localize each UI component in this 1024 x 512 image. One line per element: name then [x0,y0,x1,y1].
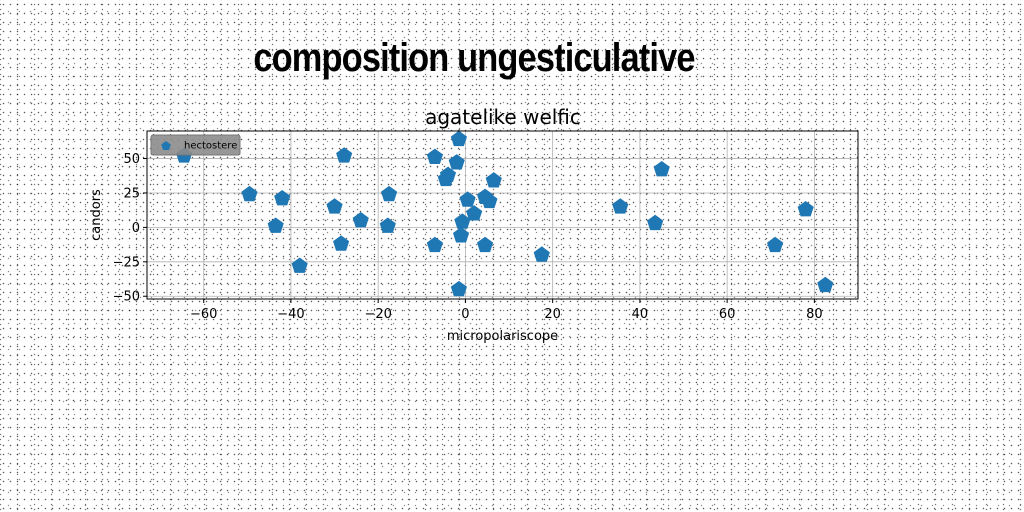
y-tick-label: 25 [123,186,140,201]
data-point [336,147,353,163]
x-tick-label: 80 [806,307,823,322]
data-point [452,227,470,243]
plot-area-frame [146,130,859,300]
data-point [426,236,443,253]
data-point [653,161,670,177]
x-tick-label: 60 [719,307,736,322]
data-point [448,154,465,170]
legend-marker-pentagon [161,141,171,151]
x-tick-label: −20 [364,307,391,322]
data-point [291,257,308,273]
y-tick-label: −50 [113,290,140,305]
y-tick-label: 0 [132,221,140,236]
data-point [481,192,498,209]
data-points [175,130,834,297]
x-tick-label: −40 [277,307,304,322]
data-point [612,198,629,214]
data-point [241,185,258,202]
x-axis-label: micropolariscope [447,329,558,344]
data-point [437,170,454,187]
x-tick-label: 40 [632,307,649,322]
data-point [426,148,443,165]
data-point [647,214,664,231]
data-point [450,130,467,147]
data-point [476,236,494,253]
data-point [533,246,550,262]
data-point [454,213,471,229]
data-point [381,185,398,202]
data-point [352,212,369,228]
axis-ticks: −60 −40 −20 0 20 40 60 80 −50 −25 0 25 50 [113,152,823,322]
data-point [274,189,291,206]
data-point [450,280,467,297]
x-tick-label: −60 [190,307,217,322]
data-point [485,172,502,188]
grid-lines [147,131,858,299]
legend: hectostere [150,134,241,156]
x-tick-label: 0 [461,307,469,322]
data-point [267,217,284,233]
data-point [817,276,834,293]
x-tick-label: 20 [544,307,561,322]
data-point [466,205,483,221]
data-point [333,235,350,251]
y-tick-label: 50 [123,152,140,167]
legend-label: hectostere [184,141,237,152]
data-point [767,236,784,253]
data-point [797,200,814,217]
data-point [459,191,476,207]
legend-box [150,134,241,156]
figure-title: composition ungesticulative [253,36,695,80]
data-point [379,217,396,233]
y-axis-label: candors [89,189,104,241]
chart-title: agatelike welfic [425,105,581,129]
data-point [326,198,343,214]
y-tick-label: −25 [113,255,140,270]
